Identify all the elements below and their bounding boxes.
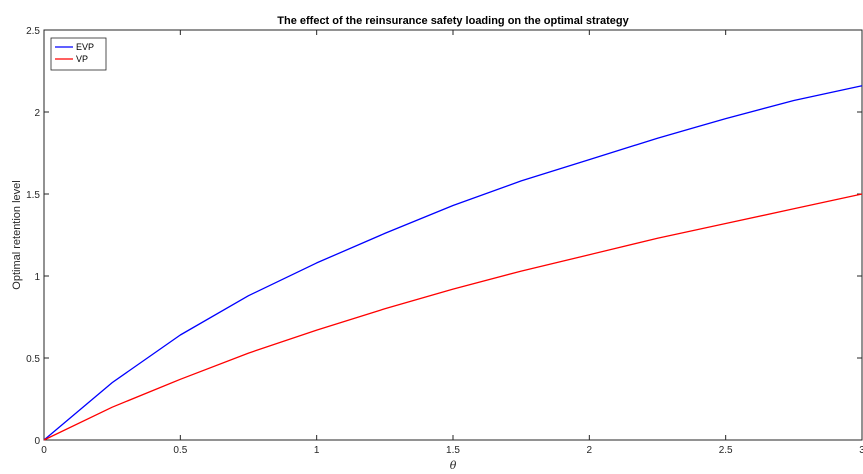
y-tick-label: 2	[34, 108, 40, 119]
y-tick-label: 2.5	[26, 26, 40, 37]
series-layer	[43, 85, 863, 441]
x-tick-label: 1.5	[446, 445, 460, 456]
legend: EVP VP	[50, 37, 107, 71]
y-tick-label: 0.5	[26, 354, 40, 365]
x-tick-label: 2	[587, 445, 593, 456]
plot-box	[43, 29, 863, 441]
x-tick-label: 1	[314, 445, 320, 456]
x-tick-label: 0	[41, 445, 47, 456]
x-tick-label: 2.5	[719, 445, 733, 456]
chart-title: The effect of the reinsurance safety loa…	[277, 15, 629, 27]
legend-label-evp: EVP	[76, 42, 94, 52]
legend-box	[50, 37, 107, 71]
y-tick-label: 1.5	[26, 190, 40, 201]
y-axis-label: Optimal retention level	[11, 180, 23, 289]
axes-layer: 0 0.5 1 1.5 2 2.5 3 0 0.5 1 1.5 2 2.5	[26, 26, 863, 456]
legend-label-vp: VP	[76, 54, 88, 64]
x-tick-label: 0.5	[173, 445, 187, 456]
x-tick-label: 3	[859, 445, 863, 456]
x-axis-label: θ	[450, 459, 457, 472]
y-tick-label: 1	[34, 272, 40, 283]
series-line-evp	[43, 85, 863, 441]
series-line-vp	[43, 193, 863, 441]
y-tick-label: 0	[34, 436, 40, 447]
